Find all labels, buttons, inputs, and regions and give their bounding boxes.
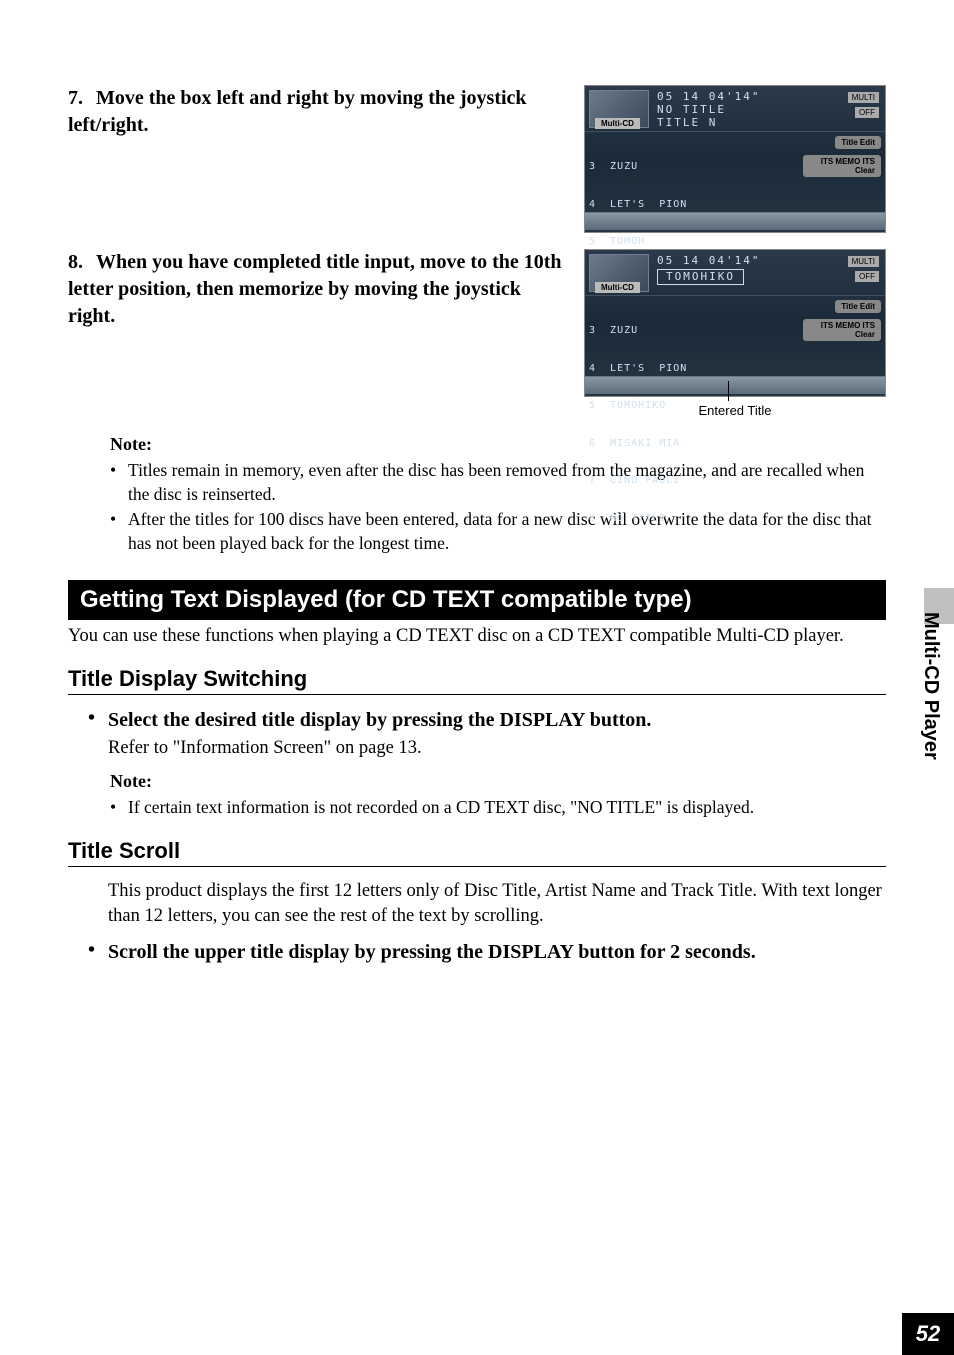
- lcd2-caption: Entered Title: [699, 403, 772, 418]
- lcd2-track6: 8 NO TITLE: [589, 513, 803, 526]
- lcd2-track5: 7 GINO PAOLI: [589, 475, 803, 488]
- lcd1-track1: 3 ZUZU: [589, 161, 803, 174]
- lcd2-btn-title-edit: Title Edit: [835, 300, 881, 313]
- sub1-note-item: If certain text information is not recor…: [128, 796, 754, 820]
- lcd2-time: 05 14 04'14": [657, 254, 846, 267]
- lcd2-source: Multi-CD: [595, 282, 640, 293]
- bullet-icon: •: [110, 508, 128, 555]
- subsection-title-display: Title Display Switching: [68, 666, 886, 695]
- lcd1-track3: 5 TOMOH: [589, 236, 803, 249]
- step8-number: 8.: [68, 251, 96, 274]
- bullet-icon: •: [110, 796, 128, 820]
- lcd1-line2: NO TITLE: [657, 103, 846, 116]
- lcd1-line3: TITLE N: [657, 116, 846, 129]
- subsection-title-scroll: Title Scroll: [68, 838, 886, 867]
- step7-text: Move the box left and right by moving th…: [68, 87, 527, 136]
- sub2-bullet: Scroll the upper title display by pressi…: [108, 939, 756, 966]
- lcd1-multi: MULTI: [848, 92, 879, 103]
- lcd1-off: OFF: [855, 107, 879, 118]
- section-intro: You can use these functions when playing…: [68, 624, 886, 649]
- step8-text: When you have completed title input, mov…: [68, 251, 562, 327]
- bullet-icon: •: [88, 939, 108, 966]
- lcd2-boxtext: TOMOHIKO: [657, 269, 744, 285]
- lcd1-btn-title-edit: Title Edit: [835, 136, 881, 149]
- sub1-bullet: Select the desired title display by pres…: [108, 707, 651, 734]
- section-heading: Getting Text Displayed (for CD TEXT comp…: [68, 580, 886, 620]
- sub1-line: Refer to "Information Screen" on page 13…: [68, 736, 886, 761]
- lcd2-track2: 4 LET'S PION: [589, 363, 803, 376]
- lcd1-time: 05 14 04'14": [657, 90, 846, 103]
- side-label: Multi-CD Player: [919, 612, 942, 760]
- lcd-screenshot-1: Multi-CD 05 14 04'14" NO TITLE TITLE N M…: [584, 85, 886, 233]
- sub1-note-label: Note:: [110, 771, 886, 792]
- lcd-screenshot-2: Multi-CD 05 14 04'14" TOMOHIKO MULTI OFF…: [584, 249, 886, 397]
- lcd2-multi: MULTI: [848, 256, 879, 267]
- step7-number: 7.: [68, 87, 96, 110]
- lcd2-off: OFF: [855, 271, 879, 282]
- lcd1-btn-its: ITS MEMO ITS Clear: [803, 155, 881, 177]
- lcd2-track1: 3 ZUZU: [589, 325, 803, 338]
- lcd2-btn-its: ITS MEMO ITS Clear: [803, 319, 881, 341]
- bullet-icon: •: [110, 459, 128, 506]
- bullet-icon: •: [88, 707, 108, 734]
- lcd1-source: Multi-CD: [595, 118, 640, 129]
- sub2-intro: This product displays the first 12 lette…: [68, 879, 886, 929]
- lcd2-track4: 6 MISAKI MIA: [589, 438, 803, 451]
- lcd1-track2: 4 LET'S PION: [589, 199, 803, 212]
- page-number: 52: [902, 1313, 954, 1355]
